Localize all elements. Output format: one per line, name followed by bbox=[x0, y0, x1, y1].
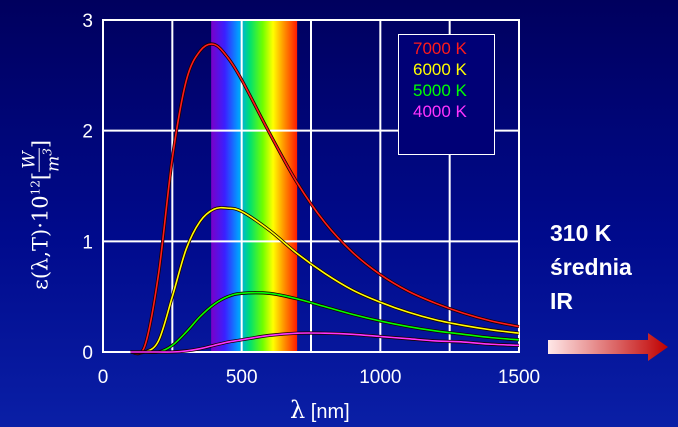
legend-item-5000k: 5000 K bbox=[413, 81, 467, 100]
y-tick-label: 0 bbox=[82, 343, 93, 364]
side-note-ir: IR bbox=[550, 288, 573, 314]
y-axis-unit-denominator: m3 bbox=[40, 148, 64, 172]
x-tick-label: 500 bbox=[226, 367, 258, 388]
y-tick-label: 3 bbox=[82, 11, 93, 32]
side-note: 310 K średnia IR bbox=[550, 216, 632, 318]
legend-item-4000k: 4000 K bbox=[413, 102, 467, 121]
plot-frame bbox=[102, 19, 520, 353]
ir-arrow-icon bbox=[548, 333, 668, 361]
y-axis-label-bracket-open: [ bbox=[28, 171, 53, 181]
series-outline-2 bbox=[130, 291, 520, 355]
series-line-0 bbox=[130, 43, 520, 355]
x-axis-label: λ [nm] bbox=[290, 396, 350, 424]
series-line-3 bbox=[130, 332, 520, 353]
x-axis-unit: [nm] bbox=[310, 401, 350, 423]
x-tick-label: 0 bbox=[98, 367, 109, 388]
y-axis-label-exponent: 12 bbox=[28, 180, 43, 196]
side-note-temperature: 310 K bbox=[550, 220, 612, 246]
x-axis-symbol: λ bbox=[290, 396, 306, 424]
x-tick-label: 1000 bbox=[359, 367, 401, 388]
legend-item-6000k: 6000 K bbox=[413, 60, 467, 79]
side-note-average: średnia bbox=[550, 254, 632, 280]
y-tick-label: 2 bbox=[82, 122, 93, 143]
series-line-2 bbox=[130, 291, 520, 354]
visible-spectrum-band bbox=[211, 20, 298, 352]
y-tick-label: 1 bbox=[82, 232, 93, 253]
y-axis-label-main: ε(λ,T)·10 bbox=[28, 195, 53, 291]
x-tick-label: 1500 bbox=[498, 367, 540, 388]
series-line-1 bbox=[130, 206, 520, 354]
y-axis-unit-denominator-exponent: 3 bbox=[40, 148, 55, 156]
legend: 7000 K 6000 K 5000 K 4000 K bbox=[398, 34, 495, 155]
y-axis-label-bracket-close: ] bbox=[28, 139, 53, 149]
y-axis-unit-numerator: W bbox=[20, 148, 40, 172]
y-axis-unit-denominator-base: m bbox=[43, 155, 64, 172]
legend-item-7000k: 7000 K bbox=[413, 39, 467, 58]
